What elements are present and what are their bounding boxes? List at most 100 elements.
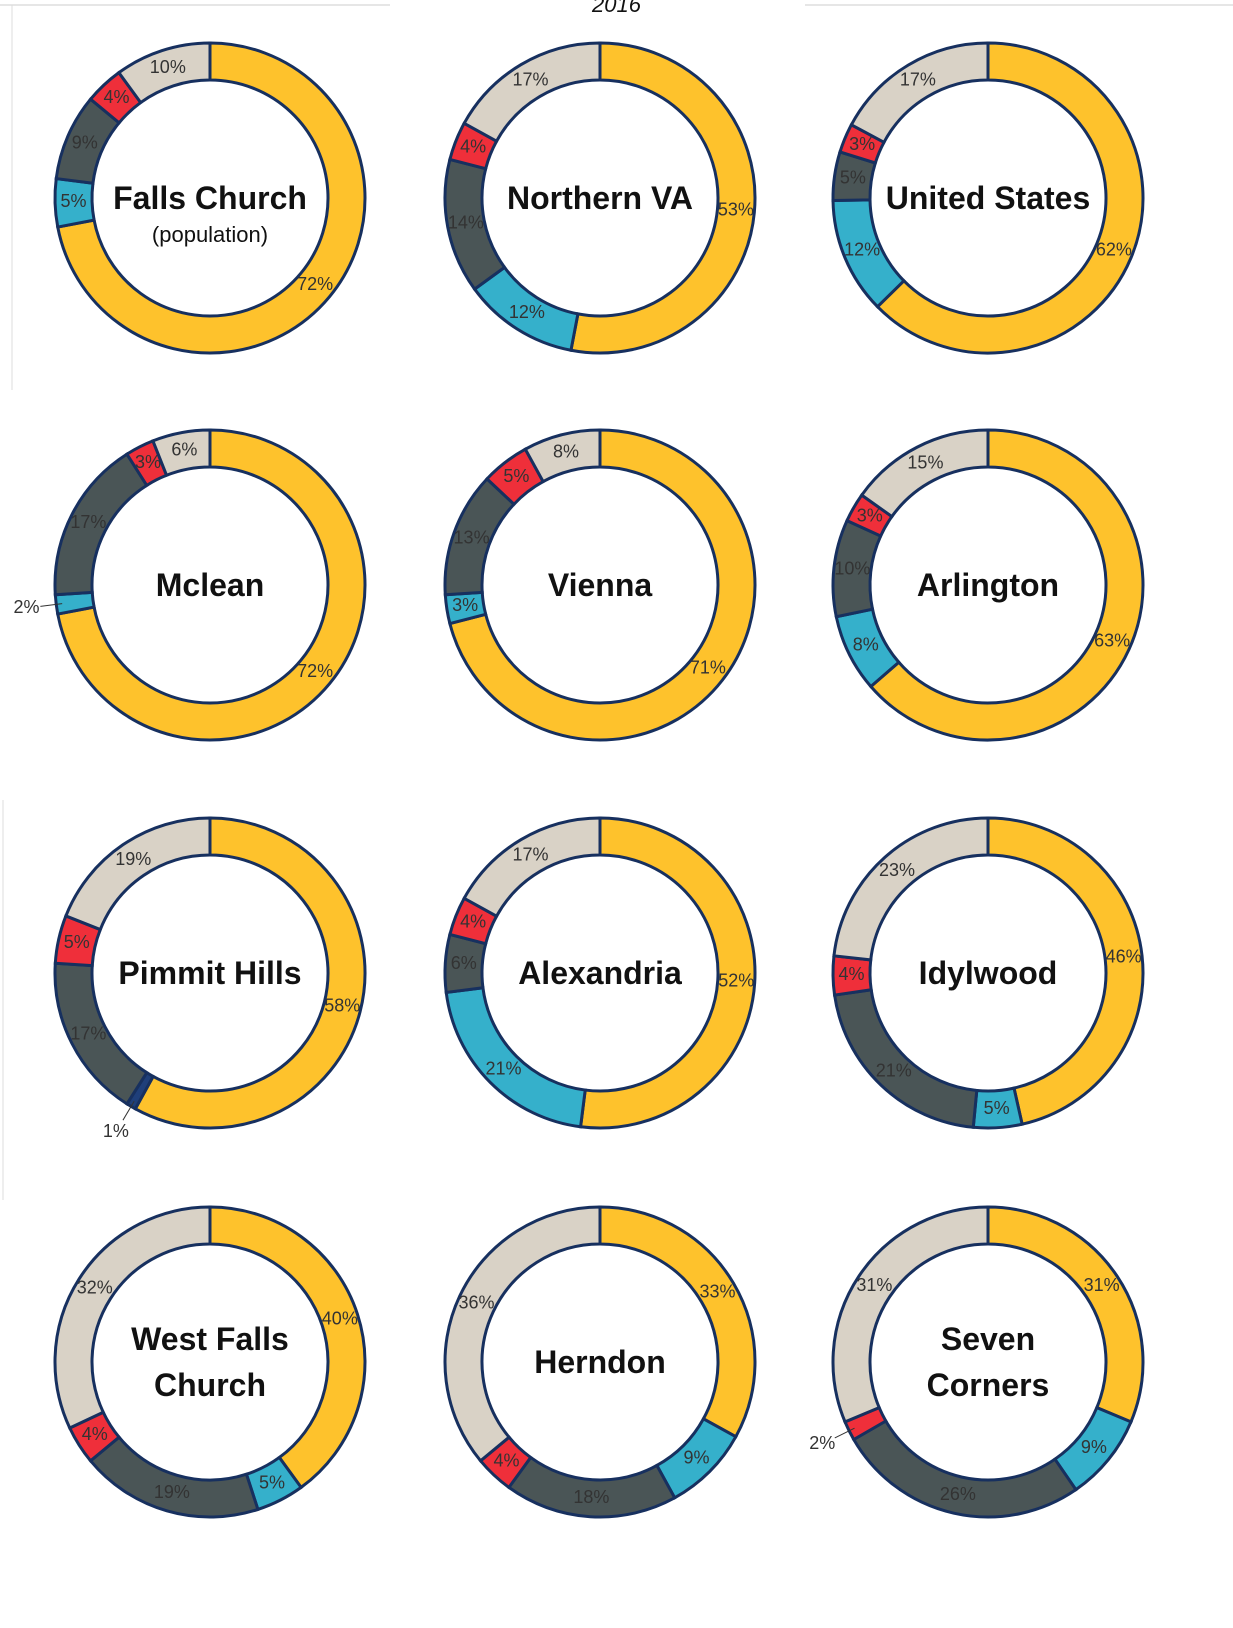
data-label: 3% bbox=[452, 595, 478, 615]
data-label: 72% bbox=[297, 274, 333, 294]
data-label: 58% bbox=[324, 996, 360, 1016]
data-label: 72% bbox=[297, 661, 333, 681]
donut-segment bbox=[875, 41, 1145, 355]
donut-segment bbox=[63, 816, 212, 932]
data-label: 33% bbox=[699, 1281, 735, 1301]
data-label: 19% bbox=[154, 1482, 190, 1502]
data-label: 9% bbox=[684, 1447, 710, 1467]
data-label: 12% bbox=[844, 239, 880, 259]
chart-title: Alexandria bbox=[518, 955, 682, 991]
data-label: 3% bbox=[857, 506, 883, 526]
chart-title: Vienna bbox=[547, 567, 653, 603]
donut-segment bbox=[849, 41, 990, 145]
data-label: 17% bbox=[513, 844, 549, 864]
donut-segment bbox=[462, 816, 602, 919]
data-label: 10% bbox=[150, 57, 186, 77]
donut-segment bbox=[859, 428, 990, 519]
data-label: 4% bbox=[494, 1450, 520, 1470]
center-label: Falls Church (population) bbox=[95, 175, 325, 249]
donut-segment bbox=[88, 1435, 260, 1519]
data-label: 53% bbox=[718, 200, 754, 220]
data-label: 18% bbox=[573, 1487, 609, 1507]
data-label: 23% bbox=[879, 860, 915, 880]
data-label: 63% bbox=[1094, 630, 1130, 650]
donut-segment bbox=[598, 1205, 757, 1439]
center-label: Northern VA bbox=[485, 175, 715, 221]
data-label: 5% bbox=[259, 1472, 285, 1492]
leader-line bbox=[122, 1100, 135, 1121]
donut-segment bbox=[133, 816, 367, 1130]
donut-segment bbox=[208, 1205, 367, 1490]
data-label: 26% bbox=[940, 1484, 976, 1504]
data-label: 52% bbox=[718, 970, 754, 990]
donut-segment bbox=[986, 816, 1145, 1126]
data-label: 9% bbox=[1081, 1437, 1107, 1457]
center-label: United States bbox=[873, 175, 1103, 221]
heading: 2016 bbox=[592, 0, 641, 17]
donut-segment bbox=[831, 1205, 990, 1424]
data-label: 5% bbox=[64, 932, 90, 952]
data-label: 32% bbox=[77, 1278, 113, 1298]
center-label: Arlington bbox=[873, 562, 1103, 608]
data-label: 2% bbox=[13, 597, 39, 617]
data-label: 21% bbox=[485, 1058, 521, 1078]
center-label: Mclean bbox=[95, 562, 325, 608]
donut-segment bbox=[55, 428, 367, 742]
chart-title: Northern VA bbox=[506, 180, 694, 216]
data-label: 4% bbox=[839, 964, 865, 984]
data-label: 4% bbox=[104, 87, 130, 107]
data-label: 5% bbox=[61, 191, 87, 211]
data-label: 62% bbox=[1096, 239, 1132, 259]
donut-segment bbox=[55, 41, 367, 355]
donut-segment bbox=[523, 428, 602, 484]
donut-segment bbox=[832, 816, 990, 962]
data-label: 9% bbox=[72, 133, 98, 153]
data-label: 31% bbox=[1084, 1275, 1120, 1295]
data-label: 5% bbox=[984, 1098, 1010, 1118]
data-label: 17% bbox=[900, 70, 936, 90]
data-label: 5% bbox=[503, 466, 529, 486]
data-label: 6% bbox=[451, 953, 477, 973]
data-label: 31% bbox=[856, 1275, 892, 1295]
center-label: Pimmit Hills bbox=[95, 950, 325, 996]
center-label: Herndon bbox=[485, 1339, 715, 1385]
donut-segment bbox=[116, 41, 212, 105]
data-label: 19% bbox=[115, 849, 151, 869]
chart-title: Falls Church bbox=[113, 180, 307, 216]
chart-title: Pimmit Hills bbox=[118, 955, 302, 991]
data-label: 15% bbox=[907, 452, 943, 472]
leader-line bbox=[40, 603, 63, 607]
data-label: 71% bbox=[690, 657, 726, 677]
center-label: Seven Corners bbox=[898, 1316, 1078, 1408]
data-label: 17% bbox=[70, 1024, 106, 1044]
donut-segment bbox=[53, 1205, 212, 1430]
donut-segment bbox=[462, 41, 602, 144]
center-label: West Falls Church bbox=[120, 1316, 300, 1408]
donut-segment bbox=[569, 41, 757, 355]
data-label: 14% bbox=[448, 212, 484, 232]
chart-title: Herndon bbox=[534, 1344, 666, 1380]
data-label: 13% bbox=[454, 528, 490, 548]
data-label: 6% bbox=[171, 440, 197, 460]
center-label: Alexandria bbox=[485, 950, 715, 996]
data-label: 46% bbox=[1106, 947, 1142, 967]
donut-segment bbox=[832, 988, 979, 1129]
data-label: 8% bbox=[553, 442, 579, 462]
chart-title: Arlington bbox=[916, 567, 1060, 603]
donut-segment bbox=[578, 816, 757, 1130]
data-label: 2% bbox=[809, 1433, 835, 1453]
data-label: 40% bbox=[322, 1309, 358, 1329]
center-label: Idylwood bbox=[873, 950, 1103, 996]
data-label: 3% bbox=[849, 134, 875, 154]
donut-segment bbox=[868, 428, 1145, 742]
data-label: 12% bbox=[509, 302, 545, 322]
data-label: 21% bbox=[876, 1061, 912, 1081]
data-label: 10% bbox=[834, 559, 870, 579]
data-label: 5% bbox=[840, 167, 866, 187]
donut-segment bbox=[150, 428, 212, 478]
chart-title: West Falls Church bbox=[131, 1321, 289, 1403]
data-label: 8% bbox=[853, 634, 879, 654]
data-label: 36% bbox=[458, 1293, 494, 1313]
